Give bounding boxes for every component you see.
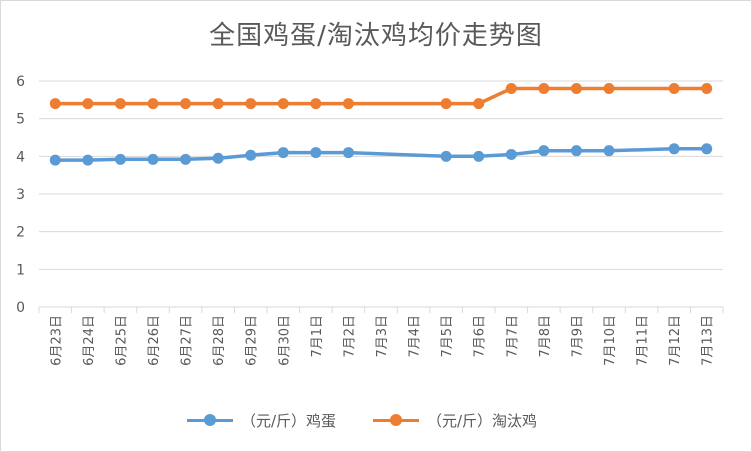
x-tick-label: 7月7日 (505, 315, 520, 358)
y-tick-label: 1 (16, 262, 25, 278)
data-point (440, 150, 452, 162)
x-tick-label: 7月12日 (668, 315, 683, 366)
data-point (701, 83, 713, 95)
x-tick-label: 6月25日 (114, 315, 129, 366)
y-tick-label: 4 (16, 149, 25, 165)
legend-item-culled-hens: （元/斤）淘汰鸡 (373, 408, 537, 432)
data-point (277, 147, 289, 159)
data-point (505, 148, 517, 160)
data-point (570, 145, 582, 157)
x-tick-label: 6月26日 (147, 315, 162, 366)
data-point (147, 153, 159, 165)
y-tick-label: 0 (16, 300, 25, 316)
data-point (570, 83, 582, 95)
x-tick-label: 7月9日 (570, 315, 585, 358)
legend-item-eggs: （元/斤）鸡蛋 (187, 408, 336, 432)
data-point (180, 153, 192, 165)
x-tick-label: 7月5日 (440, 315, 455, 358)
data-point (147, 98, 159, 110)
data-point (473, 150, 485, 162)
x-tick-label: 7月3日 (375, 315, 390, 358)
data-point (603, 145, 615, 157)
x-tick-label: 7月13日 (701, 315, 716, 366)
x-tick-label: 7月8日 (538, 315, 553, 358)
x-tick-label: 7月6日 (473, 315, 488, 358)
data-point (82, 98, 94, 110)
y-tick-label: 2 (16, 225, 25, 241)
data-point (49, 98, 61, 110)
data-point (245, 98, 257, 110)
data-point (114, 98, 126, 110)
data-point (538, 83, 550, 95)
y-tick-label: 3 (16, 187, 25, 203)
x-tick-label: 6月28日 (212, 315, 227, 366)
data-point (342, 147, 354, 159)
data-point (212, 152, 224, 164)
y-tick-label: 5 (16, 112, 25, 128)
x-tick-label: 7月10日 (603, 315, 618, 366)
x-tick-label: 6月23日 (49, 315, 64, 366)
legend-label-eggs: （元/斤）鸡蛋 (241, 411, 337, 430)
data-point (114, 153, 126, 165)
data-point (82, 154, 94, 166)
x-tick-label: 6月27日 (180, 315, 195, 366)
data-point (440, 98, 452, 110)
data-point (701, 143, 713, 155)
x-tick-label: 7月2日 (342, 315, 357, 358)
legend-label-culled-hens: （元/斤）淘汰鸡 (427, 411, 538, 430)
x-tick-label: 6月30日 (277, 315, 292, 366)
data-point (668, 83, 680, 95)
data-point (538, 145, 550, 157)
data-point (473, 98, 485, 110)
data-point (505, 83, 517, 95)
data-point (310, 98, 322, 110)
x-tick-label: 7月1日 (310, 315, 325, 358)
data-point (603, 83, 615, 95)
data-point (310, 147, 322, 159)
data-point (245, 149, 257, 161)
data-point (342, 98, 354, 110)
gridlines (39, 80, 723, 270)
legend-swatch-eggs (187, 408, 233, 432)
data-point (277, 98, 289, 110)
y-tick-label: 6 (16, 74, 25, 90)
data-point (212, 98, 224, 110)
x-tick-label: 7月11日 (636, 315, 651, 366)
x-tick-label: 6月29日 (245, 315, 260, 366)
data-point (180, 98, 192, 110)
data-point (668, 143, 680, 155)
legend: （元/斤）鸡蛋 （元/斤）淘汰鸡 (1, 408, 751, 432)
data-point (49, 154, 61, 166)
chart-title: 全国鸡蛋/淘汰鸡均价走势图 (209, 21, 543, 51)
legend-swatch-culled-hens (373, 408, 419, 432)
x-tick-label: 7月4日 (408, 315, 423, 358)
x-tick-label: 6月24日 (82, 315, 97, 366)
